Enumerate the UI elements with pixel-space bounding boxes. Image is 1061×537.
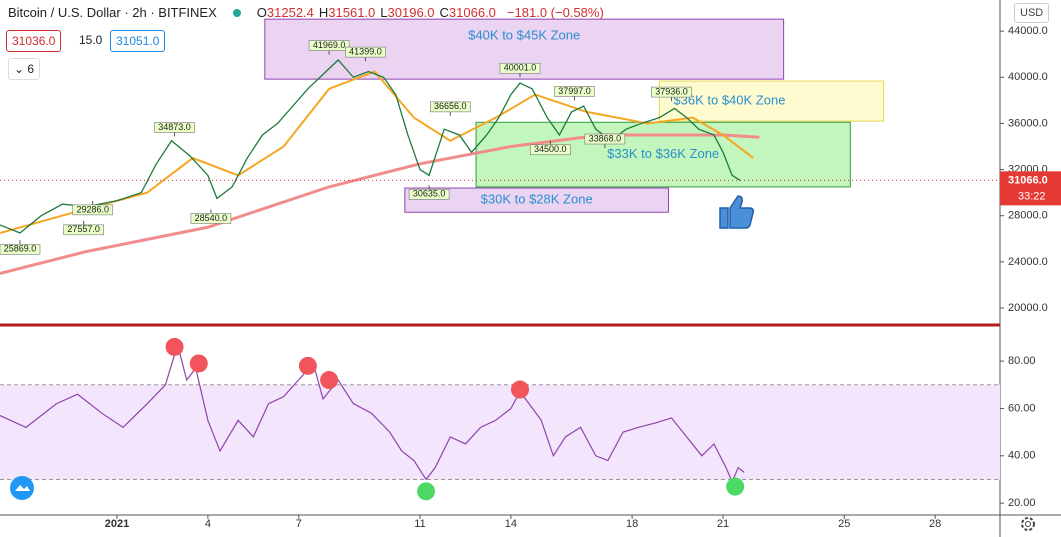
x-tick-label: 4 <box>205 518 211 530</box>
zone-label: $30K to $28K Zone <box>481 192 593 207</box>
price-label: 41969.0 <box>313 40 346 50</box>
spread: 15.0 <box>79 33 103 47</box>
label-box <box>0 244 41 255</box>
series-line <box>0 70 754 234</box>
rsi-band <box>0 384 1000 480</box>
highlight <box>298 356 317 375</box>
label-box <box>63 224 104 236</box>
price-label: 27557.0 <box>67 224 100 234</box>
x-tick-label: 28 <box>929 518 941 530</box>
x-tick-label: 2021 <box>105 518 129 530</box>
header: Bitcoin / U.S. Dollar · 2h · BITFINEX O3… <box>8 5 604 20</box>
x-tick-label: 7 <box>296 518 302 530</box>
symbol: Bitcoin / U.S. Dollar · 2h · BITFINEX <box>8 5 217 20</box>
label-box <box>72 204 114 216</box>
price-label: 37997.0 <box>558 86 591 96</box>
ohlc-value: 30196.0 <box>387 5 435 20</box>
x-tick-label: 18 <box>626 518 638 530</box>
x-tick-label: 21 <box>717 518 729 530</box>
zone-label: $36K to $40K Zone <box>673 93 785 108</box>
zone-label: $33K to $36K Zone <box>607 146 719 161</box>
price-label: 36656.0 <box>434 101 467 111</box>
zone <box>658 80 885 122</box>
ohlc-value: 31252.4 <box>266 5 314 20</box>
thumb-icon <box>719 195 755 229</box>
last-price-box <box>1000 171 1061 206</box>
y-tick-label: 20.00 <box>1008 497 1036 509</box>
y-tick-label: 80.00 <box>1008 355 1036 367</box>
ohlc-key: H <box>318 5 329 20</box>
x-tick-label: 14 <box>505 518 517 530</box>
ohlc-value: 31066.0 <box>448 5 496 20</box>
price-label: 30635.0 <box>413 189 446 199</box>
indicator-count: 6 <box>27 62 35 76</box>
price-label: 37936.0 <box>655 86 688 96</box>
status-dot <box>232 8 241 17</box>
highlight <box>726 477 745 496</box>
label-box <box>651 86 692 98</box>
series-line <box>0 342 745 484</box>
label-box <box>190 213 232 224</box>
ohlc-key: C <box>439 5 449 20</box>
label-box <box>154 122 195 133</box>
label-box <box>584 133 626 145</box>
currency[interactable]: USD <box>1014 3 1050 23</box>
label-box <box>408 189 450 200</box>
label-box <box>530 144 571 156</box>
price-label: 40001.0 <box>504 63 537 73</box>
price-label: 25869.0 <box>4 244 37 254</box>
highlight <box>511 380 529 399</box>
chevron: ⌄ <box>14 62 28 76</box>
ohlc-key: O <box>256 5 267 20</box>
y-tick-label: 40000.0 <box>1008 71 1048 83</box>
price-label: 28540.0 <box>195 213 228 223</box>
ohlc-value: 31561.0 <box>328 5 376 20</box>
label-box <box>499 62 541 74</box>
y-tick-label: 28000.0 <box>1008 210 1048 222</box>
price-label: 34500.0 <box>534 144 567 154</box>
price-label: 41399.0 <box>349 47 382 57</box>
highlight <box>189 354 208 373</box>
y-tick-label: 40.00 <box>1008 450 1036 462</box>
ask[interactable]: 31051.0 <box>110 30 166 52</box>
x-tick-label: 25 <box>838 518 850 530</box>
y-tick-label: 20000.0 <box>1008 302 1048 314</box>
zone-label: $40K to $45K Zone <box>468 28 580 43</box>
countdown: 33:22 <box>1018 190 1046 202</box>
indicators-toggle[interactable]: ⌄ 6 <box>8 58 41 80</box>
change: −181.0 (−0.58%) <box>506 5 604 20</box>
highlight <box>320 371 339 390</box>
label-box <box>430 101 471 113</box>
cloud-icon[interactable] <box>10 476 34 500</box>
settings-icon[interactable] <box>1021 517 1035 531</box>
price-label: 34873.0 <box>158 122 191 132</box>
y-tick-label: 60.00 <box>1008 402 1036 414</box>
y-tick-label: 44000.0 <box>1008 25 1048 37</box>
highlight <box>165 337 184 356</box>
ohlc: O31252.4 H31561.0 L30196.0 C31066.0 <box>257 5 501 20</box>
label-box <box>345 46 386 58</box>
series-line <box>0 59 741 234</box>
ohlc-key: L <box>380 5 388 20</box>
price-label: 33868.0 <box>589 133 622 143</box>
highlight <box>417 482 436 501</box>
label-box <box>308 40 350 51</box>
price-label: 29286.0 <box>76 204 109 214</box>
y-tick-label: 36000.0 <box>1008 117 1048 129</box>
label-box <box>554 86 595 97</box>
series-line <box>0 133 760 275</box>
bid[interactable]: 31036.0 <box>6 30 62 52</box>
x-tick-label: 11 <box>414 518 425 530</box>
y-tick-label: 24000.0 <box>1008 256 1048 268</box>
last-price-label: 31066.0 <box>1008 174 1048 186</box>
